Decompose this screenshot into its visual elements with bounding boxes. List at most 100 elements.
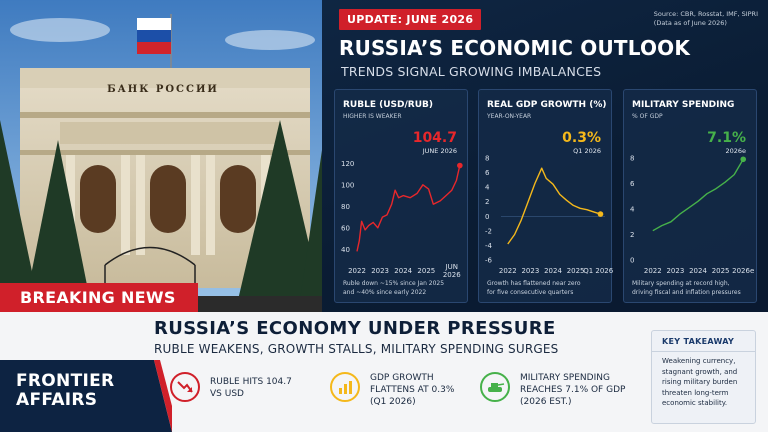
y-tick-label: 0 [485, 213, 489, 221]
source-line-2: (Data as of June 2026) [653, 19, 727, 27]
y-tick-label: 0 [630, 257, 634, 265]
x-tick-label: Q1 2026 [583, 267, 613, 275]
military-chart-card: MILITARY SPENDING % OF GDP 7.1% 2026e 0 2… [623, 89, 757, 303]
chart-note-line-1: Ruble down ~15% since Jan 2025 [343, 280, 445, 287]
y-tick-label: 4 [630, 206, 635, 214]
last-point-marker [597, 211, 604, 217]
y-tick-label: 6 [630, 180, 635, 188]
fact-line-1: MILITARY SPENDING [520, 373, 610, 383]
chart-title: REAL GDP GROWTH (%) [487, 100, 607, 110]
fact-line-1: RUBLE HITS 104.7 [210, 377, 292, 387]
key-takeaway-box: KEY TAKEAWAY Weakening currency, stagnan… [651, 330, 756, 424]
brand-line-1: FRONTIER [16, 371, 115, 391]
y-tick-label: 4 [485, 184, 490, 192]
y-tick-label: 40 [341, 246, 350, 254]
brand-block [0, 360, 142, 432]
y-tick-label: -4 [485, 242, 493, 250]
chart-subtitle: HIGHER IS WEAKER [343, 113, 402, 120]
chart-note: Ruble down ~15% since Jan 2025 and ~40% … [343, 280, 467, 297]
central-bank-photo: БАНК РОССИИ [0, 0, 322, 312]
brand-stripe [142, 360, 172, 432]
panel-subtitle: TRENDS SIGNAL GROWING IMBALANCES [341, 64, 602, 79]
x-tick-label: 2022 [644, 267, 662, 275]
key-takeaway-heading: KEY TAKEAWAY [662, 337, 735, 346]
last-point-marker [457, 162, 463, 169]
ruble-chart-card: RUBLE (USD/RUB) HIGHER IS WEAKER 104.7 J… [334, 89, 468, 303]
y-tick-label: 8 [630, 155, 634, 163]
chart-highlight-label: Q1 2026 [573, 147, 601, 155]
series-line [507, 167, 601, 245]
fact-text: MILITARY SPENDING REACHES 7.1% OF GDP (2… [520, 372, 625, 408]
fact-line-2: REACHES 7.1% OF GDP [520, 385, 626, 395]
y-tick-label: -2 [485, 227, 492, 235]
bar-chart-icon [330, 372, 360, 402]
chart-note-line-1: Military spending at record high, [632, 280, 730, 287]
panel-title: RUSSIA’S ECONOMIC OUTLOOK [339, 36, 691, 60]
x-tick-label: 2025 [567, 267, 585, 275]
x-tick-label: 2022 [499, 267, 517, 275]
takeaway-line-3: rising military burden [662, 378, 738, 386]
x-tick-label: 2025 [712, 267, 730, 275]
chart-subtitle: % OF GDP [632, 113, 663, 120]
fact-line-3: (2026 EST.) [520, 397, 572, 407]
chart-highlight-value: 0.3% [562, 130, 601, 146]
chart-note-line-2: driving fiscal and inflation pressures [632, 288, 741, 296]
y-tick-label: 100 [341, 181, 354, 189]
y-tick-label: 80 [341, 203, 350, 211]
x-tick-label: JUN [445, 263, 458, 271]
y-tick-label: 120 [341, 160, 354, 168]
series-line [652, 158, 744, 232]
chart-highlight-value: 7.1% [707, 130, 746, 146]
x-tick-label: 2024 [394, 267, 412, 275]
takeaway-line-5: economic stability. [662, 399, 728, 407]
chart-note-line-2: for five consecutive quarters [487, 288, 574, 296]
y-tick-label: -6 [485, 257, 493, 265]
fact-text: GDP GROWTH FLATTENS AT 0.3% (Q1 2026) [370, 372, 454, 408]
breaking-news-banner: BREAKING NEWS [0, 283, 198, 312]
lower-headline: RUSSIA’S ECONOMY UNDER PRESSURE [154, 318, 556, 339]
fact-text: RUBLE HITS 104.7 VS USD [210, 376, 292, 400]
source-line-1: Source: CBR, Rosstat, IMF, SIPRI [653, 10, 758, 18]
chart-title: MILITARY SPENDING [632, 100, 735, 110]
key-takeaway-body: Weakening currency, stagnant growth, and… [662, 356, 752, 409]
y-tick-label: 60 [341, 224, 350, 232]
down-trend-icon [170, 372, 200, 402]
tank-icon [480, 372, 510, 402]
chart-highlight-label: JUNE 2026 [422, 147, 457, 155]
fact-line-2: VS USD [210, 389, 244, 399]
military-chart: 0 2 4 6 8 2022 2023 2024 2025 2026e [630, 155, 754, 276]
takeaway-line-1: Weakening currency, [662, 357, 736, 365]
russian-flag-icon [137, 18, 171, 54]
fact-line-2: FLATTENS AT 0.3% [370, 385, 455, 395]
y-tick-label: 2 [630, 231, 634, 239]
series-line [356, 165, 461, 252]
fact-line-3: (Q1 2026) [370, 397, 416, 407]
y-tick-label: 6 [485, 169, 490, 177]
divider [652, 351, 755, 352]
chart-note-line-2: and ~40% since early 2022 [343, 288, 427, 296]
chart-subtitle: YEAR-ON-YEAR [487, 113, 532, 120]
fact-line-1: GDP GROWTH [370, 373, 434, 383]
x-tick-label: 2025 [417, 267, 435, 275]
x-tick-label: 2023 [521, 267, 539, 275]
last-point-marker [740, 156, 747, 163]
lower-subheadline: RUBLE WEAKENS, GROWTH STALLS, MILITARY S… [154, 342, 559, 356]
chart-note-line-1: Growth has flattened near zero [487, 280, 581, 287]
chart-note: Growth has flattened near zero for five … [487, 280, 611, 297]
chart-note: Military spending at record high, drivin… [632, 280, 756, 297]
takeaway-line-4: threaten long-term [662, 388, 729, 397]
x-tick-label: 2024 [689, 267, 707, 275]
x-tick-label: 2023 [371, 267, 389, 275]
brand-logo-text: FRONTIER AFFAIRS [16, 372, 114, 410]
building-sign: БАНК РОССИИ [107, 84, 219, 95]
chart-highlight-label: 2026e [725, 147, 746, 155]
y-tick-label: 8 [485, 155, 489, 163]
chart-highlight-value: 104.7 [412, 130, 457, 146]
source-note: Source: CBR, Rosstat, IMF, SIPRI (Data a… [654, 10, 758, 28]
x-tick-label: 2026e [732, 267, 754, 275]
brand-line-2: AFFAIRS [16, 390, 98, 410]
chart-title: RUBLE (USD/RUB) [343, 100, 433, 110]
x-tick-label: 2023 [666, 267, 684, 275]
